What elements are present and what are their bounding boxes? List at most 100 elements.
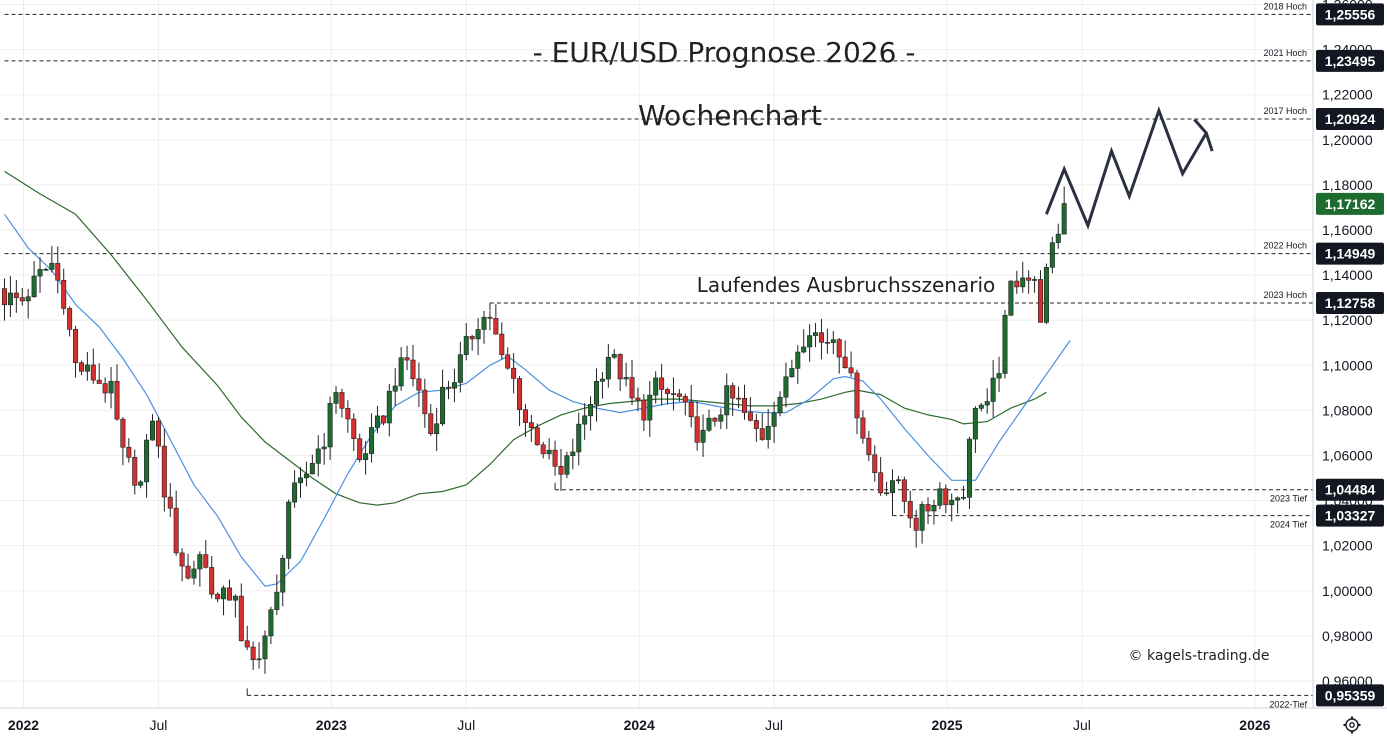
candle-body (43, 269, 49, 271)
current-price-label: 1,17162 (1325, 196, 1376, 212)
candle-body (445, 386, 451, 389)
candle-body (866, 437, 872, 456)
candle-body (345, 408, 351, 420)
candle-body (884, 492, 890, 495)
price-badge-label: 1,04484 (1325, 482, 1376, 498)
candle-body (173, 507, 179, 554)
candle-body (398, 357, 404, 387)
candle-body (961, 496, 967, 499)
price-badge (1316, 108, 1384, 131)
candle-body (943, 488, 949, 506)
candle-body (67, 308, 73, 330)
candle-body (203, 554, 209, 568)
candle-body (90, 364, 96, 381)
candle-body (309, 463, 315, 475)
chart-title: - EUR/USD Prognose 2026 - (533, 36, 916, 69)
gear-icon[interactable] (1343, 716, 1361, 734)
candle-body (410, 359, 416, 380)
candle-body (878, 472, 884, 494)
candle-body (860, 417, 866, 439)
candle-body (321, 446, 327, 450)
candle-body (570, 451, 576, 456)
time-tick-label: 2026 (1239, 717, 1270, 733)
candle-body (931, 504, 937, 512)
candle-body (949, 499, 955, 506)
price-tick-label: 1,08000 (1322, 402, 1373, 418)
time-tick-label: 2022 (8, 717, 39, 733)
candle-body (303, 473, 309, 479)
candle-body (789, 368, 795, 378)
candle-body (457, 354, 463, 383)
candle-body (185, 565, 191, 579)
candle-body (771, 412, 777, 427)
candle-body (818, 332, 824, 343)
level-tag: 2021 Hoch (1263, 48, 1307, 58)
candle-body (854, 372, 860, 419)
candle-body (996, 373, 1002, 379)
candle-body (84, 364, 90, 372)
candle-body (913, 517, 919, 531)
candle-body (552, 449, 558, 467)
candle-body (114, 381, 120, 420)
candle-body (653, 377, 659, 396)
candle-body (836, 339, 842, 358)
candle-body (1020, 277, 1026, 288)
price-tick-label: 1,06000 (1322, 447, 1373, 463)
candle-body (937, 488, 943, 506)
price-badge (1316, 292, 1384, 315)
candle-body (274, 591, 280, 611)
candle-body (31, 275, 37, 298)
candle-body (582, 415, 588, 425)
candle-body (1049, 242, 1055, 268)
candle-body (238, 595, 244, 642)
candle-body (522, 409, 528, 423)
candle-body (102, 383, 108, 394)
price-badge (1316, 49, 1384, 72)
candle-body (481, 316, 487, 330)
candle-body (339, 392, 345, 409)
candle-body (108, 381, 114, 394)
candle-body (215, 593, 221, 600)
price-tick-label: 1,02000 (1322, 538, 1373, 554)
candle-body (978, 404, 984, 409)
candle-body (901, 479, 907, 502)
candle-body (777, 396, 783, 414)
candle-body (357, 438, 363, 460)
candle-body (61, 279, 67, 309)
candle-body (676, 393, 682, 397)
candle-body (511, 367, 517, 379)
price-badge-label: 1,23495 (1325, 53, 1376, 69)
candle-body (1043, 267, 1049, 323)
time-tick-label: Jul (149, 717, 167, 733)
candle-body (126, 446, 132, 458)
time-tick-label: 2024 (624, 717, 655, 733)
candle-body (209, 567, 215, 595)
candle-body (872, 454, 878, 473)
candle-body (795, 351, 801, 369)
candle-body (475, 329, 481, 340)
candle-body (392, 385, 398, 392)
candle-body (540, 444, 546, 455)
candle-body (759, 428, 765, 440)
candle-body (635, 397, 641, 401)
chart-subtitle: Wochenchart (638, 99, 822, 132)
candle-body (469, 336, 475, 340)
candle-body (221, 587, 227, 600)
candle-body (1032, 279, 1038, 281)
grid-lines (0, 0, 1313, 708)
candle-body (907, 501, 913, 519)
candle-body (422, 389, 428, 415)
level-tag: 2017 Hoch (1263, 106, 1307, 116)
candle-body (925, 504, 931, 512)
candle-body (463, 336, 469, 355)
candle-body (665, 389, 671, 394)
candle-body (765, 426, 771, 440)
candle-body (487, 316, 493, 319)
price-badges: 1,25556 1,23495 1,20924 1,14949 1,12758 1,044… (1316, 3, 1384, 707)
candle-body (250, 646, 256, 661)
candle-body (955, 497, 961, 501)
candle-body (25, 296, 31, 302)
candle-body (813, 332, 819, 336)
candle-body (226, 587, 232, 601)
